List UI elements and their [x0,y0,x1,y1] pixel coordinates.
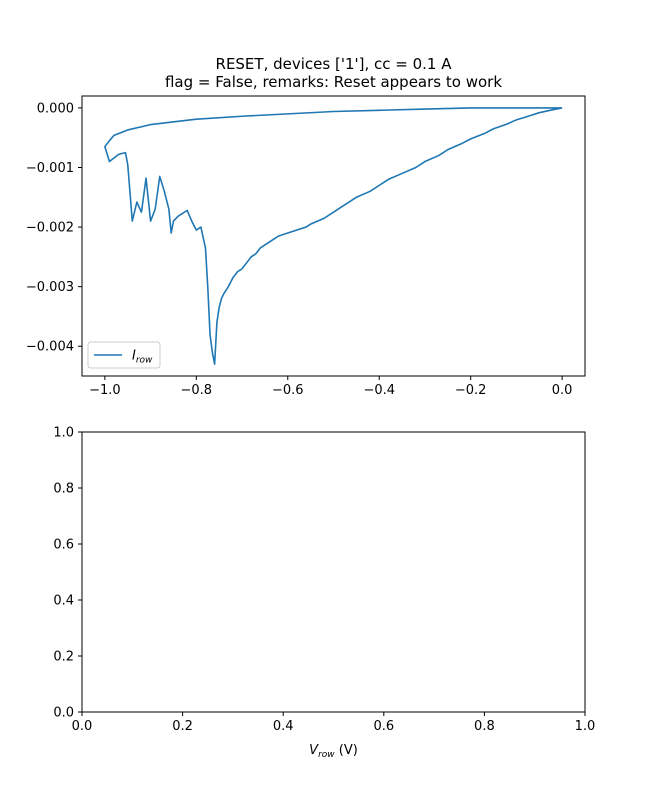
legend-label-base: I [132,349,136,364]
x-tick-label: −0.8 [181,383,213,398]
legend-label-subscript: row [136,356,153,366]
series-line-1 [104,107,563,365]
legend: Irow [87,341,161,369]
y-tick-label: −0.002 [26,221,74,236]
y-tick-label: 0.2 [53,650,74,665]
top-axes: −1.0 −0.8 −0.6 −0.4 −0.2 0.0 0.000 −0.001 −0.002… [26,95,586,398]
bottom-axes: 0.0 0.2 0.4 0.6 0.8 1.0 0.0 0.2 0.4 0.6 0.8 1.0 Vrow… [53,426,595,761]
x-tick-label: 0.8 [474,719,495,734]
axes-frame [81,431,586,713]
x-tick-label: 0.0 [72,719,93,734]
legend-box [87,341,161,369]
x-tick-label: 1.0 [575,719,596,734]
y-tick-label: −0.001 [26,161,74,176]
x-tick-label: −0.4 [363,383,395,398]
x-tick-label: 0.6 [373,719,394,734]
y-tick-label: 0.8 [53,482,74,497]
x-axis-label: Vrow (V) [309,743,358,760]
axes-frame [81,95,586,377]
x-axis-label-subscript: row [318,750,335,760]
y-tick-label: 0.000 [37,101,74,116]
y-tick-label: 0.0 [53,706,74,721]
x-tick-label: 0.0 [552,383,573,398]
y-tick-label: −0.004 [26,340,74,355]
y-tick-label: 0.4 [53,594,74,609]
x-axis-label-base: V [309,743,319,758]
x-tick-label: 0.4 [273,719,294,734]
y-tick-label: 1.0 [53,426,74,441]
y-tick-label: 0.6 [53,538,74,553]
x-tick-label: −0.6 [272,383,304,398]
x-tick-label: −0.2 [455,383,487,398]
y-tick-label: −0.003 [26,280,74,295]
x-tick-label: −1.0 [89,383,121,398]
chart-title-line-2: flag = False, remarks: Reset appears to … [164,73,503,91]
x-tick-label: 0.2 [172,719,193,734]
chart-title-line-1: RESET, devices ['1'], cc = 0.1 A [215,55,452,73]
legend-label: Irow [132,349,153,366]
x-axis-label-unit: (V) [335,743,358,758]
